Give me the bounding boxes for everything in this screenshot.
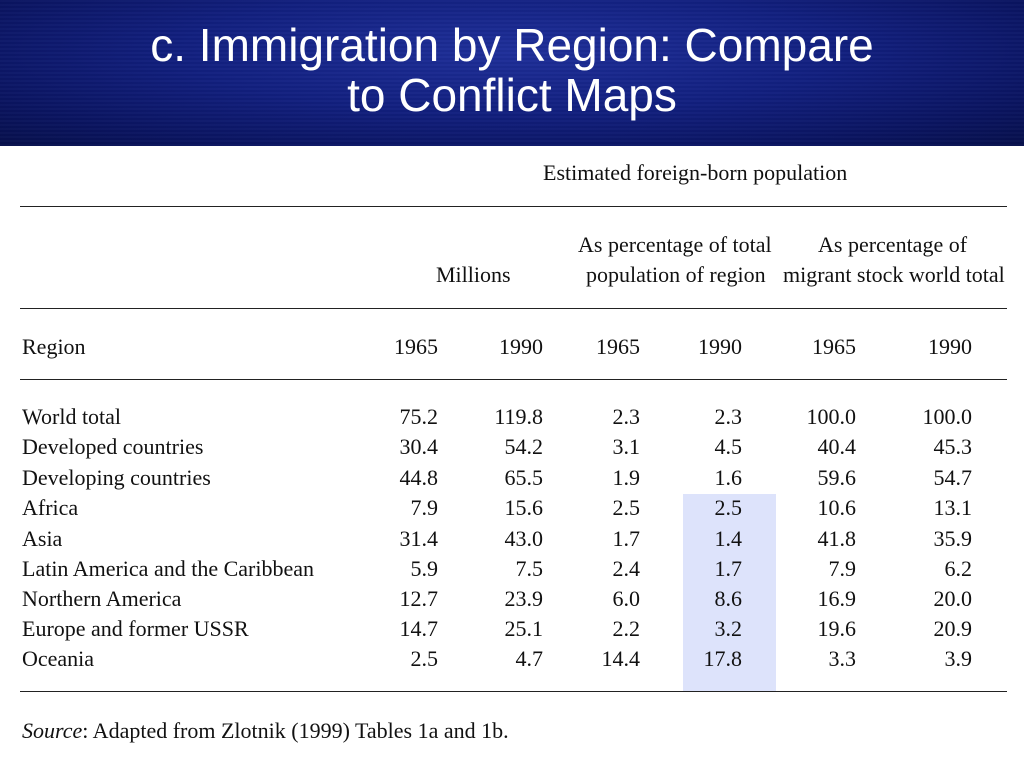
year-header-row: Region 1965 1990 1965 1990 1965 1990 (0, 332, 1024, 362)
table-cell: 13.1 (933, 495, 973, 520)
table-cell: 2.3 (714, 404, 743, 429)
table-cell: 16.9 (817, 586, 857, 611)
table-row: Oceania 2.5 4.7 14.4 17.8 3.3 3.9 (0, 644, 1024, 674)
table-cell: 3.2 (714, 616, 743, 641)
title-banner: c. Immigration by Region: Compare to Con… (0, 0, 1024, 146)
table-cell: 2.3 (612, 404, 641, 429)
region-name: Developed countries (22, 434, 204, 459)
table-cell: 12.7 (399, 586, 439, 611)
table-cell: 8.6 (714, 586, 743, 611)
table-cell: 54.2 (504, 434, 544, 459)
table-cell: 35.9 (933, 526, 973, 551)
group-header-pct-region-line-1: As percentage of total (578, 232, 772, 257)
table-cell: 1.7 (714, 556, 743, 581)
slide-title-line-2: to Conflict Maps (347, 69, 677, 121)
table-cell: 3.9 (944, 646, 973, 671)
rule-top (20, 206, 1007, 207)
rule-middle (20, 308, 1007, 309)
source-text: : Adapted from Zlotnik (1999) Tables 1a … (82, 718, 509, 743)
table-cell: 100.0 (806, 404, 857, 429)
region-name: Northern America (22, 586, 182, 611)
table-cell: 43.0 (504, 526, 544, 551)
table-cell: 5.9 (410, 556, 439, 581)
table-cell: 15.6 (504, 495, 544, 520)
table-cell: 7.9 (828, 556, 857, 581)
table-row: Asia 31.4 43.0 1.7 1.4 41.8 35.9 (0, 524, 1024, 554)
table-row: Northern America 12.7 23.9 6.0 8.6 16.9 … (0, 584, 1024, 614)
table-row: Africa 7.9 15.6 2.5 2.5 10.6 13.1 (0, 493, 1024, 523)
table-cell: 3.1 (612, 434, 641, 459)
table-cell: 59.6 (817, 465, 857, 490)
slide-title-line-1: c. Immigration by Region: Compare (150, 19, 874, 71)
table-cell: 23.9 (504, 586, 544, 611)
table-cell: 2.5 (714, 495, 743, 520)
region-name: Africa (22, 495, 79, 520)
table-cell: 20.0 (933, 586, 973, 611)
table-row: Europe and former USSR 14.7 25.1 2.2 3.2… (0, 614, 1024, 644)
table-row: Developing countries 44.8 65.5 1.9 1.6 5… (0, 463, 1024, 493)
table-cell: 10.6 (817, 495, 857, 520)
table-cell: 100.0 (922, 404, 973, 429)
table-cell: 3.3 (828, 646, 857, 671)
table-cell: 7.5 (515, 556, 544, 581)
year-header: 1990 (928, 334, 972, 359)
table-cell: 14.7 (399, 616, 439, 641)
table-cell: 40.4 (817, 434, 857, 459)
rule-header-bottom (20, 379, 1007, 380)
table-top-header: Estimated foreign-born population (543, 160, 848, 185)
table-cell: 20.9 (933, 616, 973, 641)
slide-title: c. Immigration by Region: Compare to Con… (0, 20, 1024, 120)
table-cell: 30.4 (399, 434, 439, 459)
source-label: Source (22, 718, 83, 743)
region-name: Latin America and the Caribbean (22, 556, 314, 581)
year-header: 1965 (394, 334, 438, 359)
year-header: 1965 (596, 334, 640, 359)
table-cell: 4.7 (515, 646, 544, 671)
table-cell: 1.6 (714, 465, 743, 490)
table-row: Developed countries 30.4 54.2 3.1 4.5 40… (0, 432, 1024, 462)
table-cell: 14.4 (601, 646, 641, 671)
table-cell: 7.9 (410, 495, 439, 520)
region-column-header: Region (22, 334, 86, 359)
table-cell: 2.2 (612, 616, 641, 641)
table-row: Latin America and the Caribbean 5.9 7.5 … (0, 554, 1024, 584)
rule-bottom (20, 691, 1007, 692)
group-header-millions: Millions (436, 262, 511, 287)
table-cell: 75.2 (399, 404, 439, 429)
region-name: Asia (22, 526, 63, 551)
table-row: World total 75.2 119.8 2.3 2.3 100.0 100… (0, 402, 1024, 432)
table-cell: 41.8 (817, 526, 857, 551)
table-cell: 1.7 (612, 526, 641, 551)
group-header-pct-region-line-2: population of region (586, 262, 766, 287)
table-cell: 1.4 (714, 526, 743, 551)
table-cell: 6.0 (612, 586, 641, 611)
table-cell: 119.8 (494, 404, 543, 429)
region-name: Developing countries (22, 465, 211, 490)
table-cell: 25.1 (504, 616, 544, 641)
table-cell: 1.9 (612, 465, 641, 490)
table-cell: 44.8 (399, 465, 439, 490)
table-cell: 45.3 (933, 434, 973, 459)
group-header-pct-world-line-1: As percentage of (818, 232, 968, 257)
banner-texture (0, 0, 1024, 146)
year-header: 1990 (698, 334, 742, 359)
table-cell: 54.7 (933, 465, 973, 490)
region-name: Europe and former USSR (22, 616, 249, 641)
table-cell: 2.5 (612, 495, 641, 520)
table-cell: 2.5 (410, 646, 439, 671)
region-name: World total (22, 404, 122, 429)
table-cell: 65.5 (504, 465, 544, 490)
table-cell: 17.8 (703, 646, 743, 671)
group-header-pct-world-line-2: migrant stock world total (783, 262, 1005, 287)
highlight-column-1990-pct-region (683, 494, 776, 691)
table-cell: 2.4 (612, 556, 641, 581)
year-header: 1965 (812, 334, 856, 359)
table-cell: 19.6 (817, 616, 857, 641)
region-name: Oceania (22, 646, 95, 671)
year-header: 1990 (499, 334, 543, 359)
table-cell: 31.4 (399, 526, 439, 551)
table-cell: 6.2 (944, 556, 973, 581)
source-note: Source: Adapted from Zlotnik (1999) Tabl… (22, 716, 509, 746)
table-cell: 4.5 (714, 434, 743, 459)
